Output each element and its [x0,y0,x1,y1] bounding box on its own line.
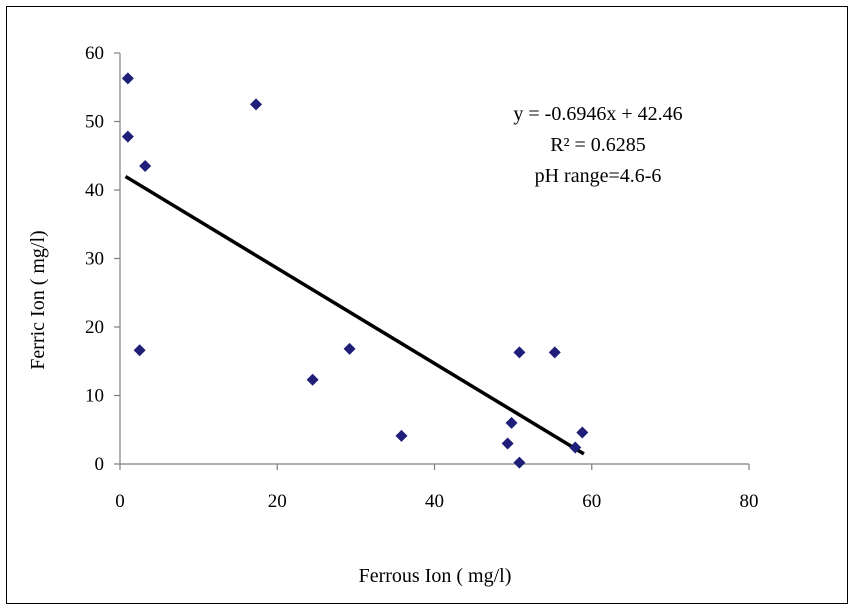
x-tick-label: 0 [115,491,125,512]
data-point [501,437,514,450]
x-tick-label: 80 [740,491,759,512]
data-point [139,160,152,173]
y-tick-label: 50 [85,112,104,133]
data-point [576,426,589,439]
data-point [569,441,582,454]
equation-annotation: y = -0.6946x + 42.46 [513,103,682,125]
y-axis-title: Ferric Ion ( mg/l) [27,230,49,369]
data-point [343,342,356,355]
data-point [395,429,408,442]
data-point [121,130,134,143]
ticks: 0 20 40 60 80 0 10 20 30 40 50 60 [85,43,759,512]
data-point [513,346,526,359]
data-point [548,346,561,359]
data-point [133,344,146,357]
data-point [250,98,263,111]
trendline-group [124,174,585,456]
x-axis-title: Ferrous Ion ( mg/l) [359,565,512,587]
y-tick-label: 30 [85,249,104,270]
r-squared-annotation: R² = 0.6285 [550,134,646,156]
data-points [121,72,589,469]
data-point [513,456,526,469]
y-tick-label: 20 [85,317,104,338]
data-point [306,373,319,386]
y-tick-label: 0 [95,454,105,475]
data-point [505,416,518,429]
trendline [124,174,585,456]
y-tick-label: 40 [85,180,104,201]
y-tick-label: 60 [85,43,104,64]
x-tick-label: 20 [268,491,287,512]
ph-range-annotation: pH range=4.6-6 [535,165,662,187]
chart-frame [6,6,848,604]
x-tick-label: 60 [582,491,601,512]
data-point [121,72,134,85]
x-tick-label: 40 [425,491,444,512]
y-tick-label: 10 [85,386,104,407]
